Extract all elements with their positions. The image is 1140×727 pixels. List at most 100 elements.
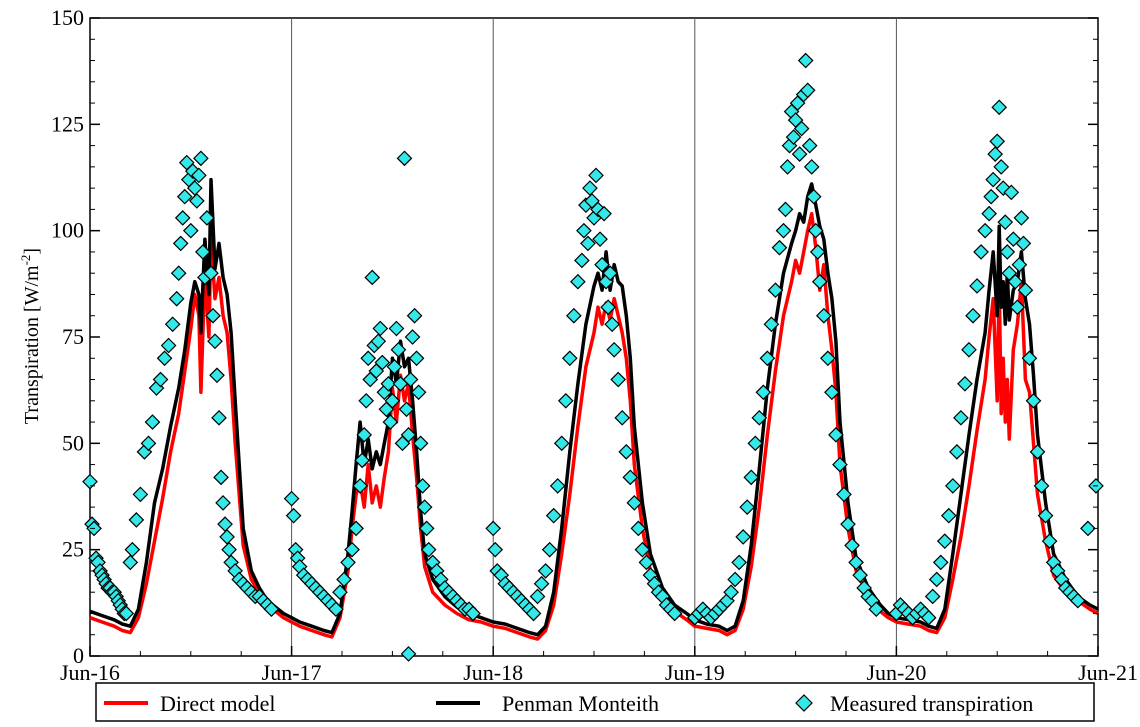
measured-point — [1013, 210, 1030, 226]
measured-point — [1021, 350, 1038, 367]
measured-point — [755, 384, 772, 401]
y-axis-label: Transpiration [W/m-2] — [18, 248, 43, 424]
measured-point — [213, 469, 229, 486]
measured-point — [944, 478, 961, 494]
measured-point — [977, 222, 993, 239]
measured-point — [164, 316, 181, 333]
measured-point — [207, 333, 223, 350]
measured-point — [358, 392, 375, 409]
measured-point — [799, 82, 816, 99]
measured-point — [580, 235, 596, 252]
measured-point — [404, 329, 421, 345]
measured-point — [606, 341, 623, 358]
measured-point — [596, 205, 612, 222]
measured-point — [828, 426, 844, 443]
measured-point — [354, 452, 371, 469]
measured-point — [406, 307, 423, 324]
measured-point — [400, 646, 417, 662]
measured-point — [283, 490, 300, 507]
series-line — [89, 177, 1099, 637]
y-axis: 0 25 50 75 100 125 150 — [51, 5, 1098, 668]
measured-point — [771, 239, 788, 256]
measured-point — [285, 507, 302, 524]
legend-label: Measured transpiration — [830, 691, 1033, 716]
measured-point — [82, 473, 98, 490]
measured-point — [384, 392, 401, 409]
measured-point — [152, 371, 169, 388]
measured-point — [747, 435, 764, 452]
measured-point — [156, 350, 173, 367]
measured-point — [420, 541, 437, 558]
measured-point — [983, 188, 1000, 205]
measured-point — [666, 605, 683, 622]
measured-point — [360, 350, 377, 367]
measured-point — [936, 533, 953, 550]
measured-point — [973, 244, 989, 260]
y-tick-label: 25 — [62, 537, 84, 562]
measured-point — [176, 188, 193, 205]
measured-point — [852, 567, 868, 584]
measured-point — [263, 601, 280, 618]
measured-point — [533, 575, 550, 592]
measured-point — [576, 222, 592, 239]
measured-point — [981, 205, 997, 222]
measured-point — [124, 541, 141, 558]
measured-point — [388, 320, 405, 337]
measured-point — [993, 159, 1010, 175]
measured-point — [618, 443, 635, 460]
measured-point — [868, 601, 885, 618]
measured-point — [487, 541, 504, 558]
measured-point — [723, 584, 739, 601]
plot-area — [82, 17, 1104, 662]
measured-point — [396, 150, 413, 167]
measured-point — [809, 244, 826, 260]
measured-point — [221, 541, 237, 558]
measured-point — [1037, 507, 1054, 524]
measured-point — [811, 273, 828, 290]
measured-point — [801, 137, 818, 154]
measured-point — [932, 554, 949, 571]
measured-point — [600, 299, 616, 316]
measured-point — [592, 231, 608, 248]
measured-point — [412, 435, 429, 452]
measured-point — [777, 201, 794, 218]
measured-point — [570, 273, 586, 290]
measured-point — [348, 520, 364, 537]
measured-point — [791, 146, 808, 162]
measured-point — [1015, 235, 1032, 252]
measured-point — [160, 337, 177, 354]
measured-point — [344, 541, 360, 558]
measured-point — [199, 210, 215, 226]
measured-point — [630, 520, 647, 537]
measured-point — [1033, 478, 1050, 494]
x-tick-label: Jun-20 — [866, 660, 926, 685]
measured-point — [920, 609, 937, 626]
measured-point — [217, 516, 233, 532]
measured-point — [1011, 256, 1028, 273]
measured-point — [957, 375, 973, 392]
measured-point — [382, 414, 399, 430]
measured-point — [128, 512, 145, 528]
measured-point — [848, 554, 864, 571]
measured-point — [191, 167, 207, 184]
measured-point — [553, 435, 570, 452]
measured-point — [400, 426, 417, 443]
legend-label: Penman Monteith — [502, 691, 659, 716]
measured-point — [614, 409, 631, 426]
measured-point — [965, 307, 981, 324]
measured-point — [336, 571, 352, 588]
measured-point — [340, 554, 356, 571]
measured-point — [844, 537, 860, 554]
y-tick-label: 50 — [62, 430, 84, 455]
measured-point — [416, 499, 433, 515]
measured-point — [557, 392, 574, 409]
measured-point — [739, 499, 756, 515]
measured-point — [390, 341, 407, 358]
series-measured-transpiration — [82, 52, 1104, 662]
measured-point — [949, 443, 965, 460]
y-tick-label: 150 — [51, 5, 84, 30]
x-tick-label: Jun-19 — [665, 660, 725, 685]
x-tick-label: Jun-18 — [463, 660, 523, 685]
measured-point — [731, 554, 748, 571]
